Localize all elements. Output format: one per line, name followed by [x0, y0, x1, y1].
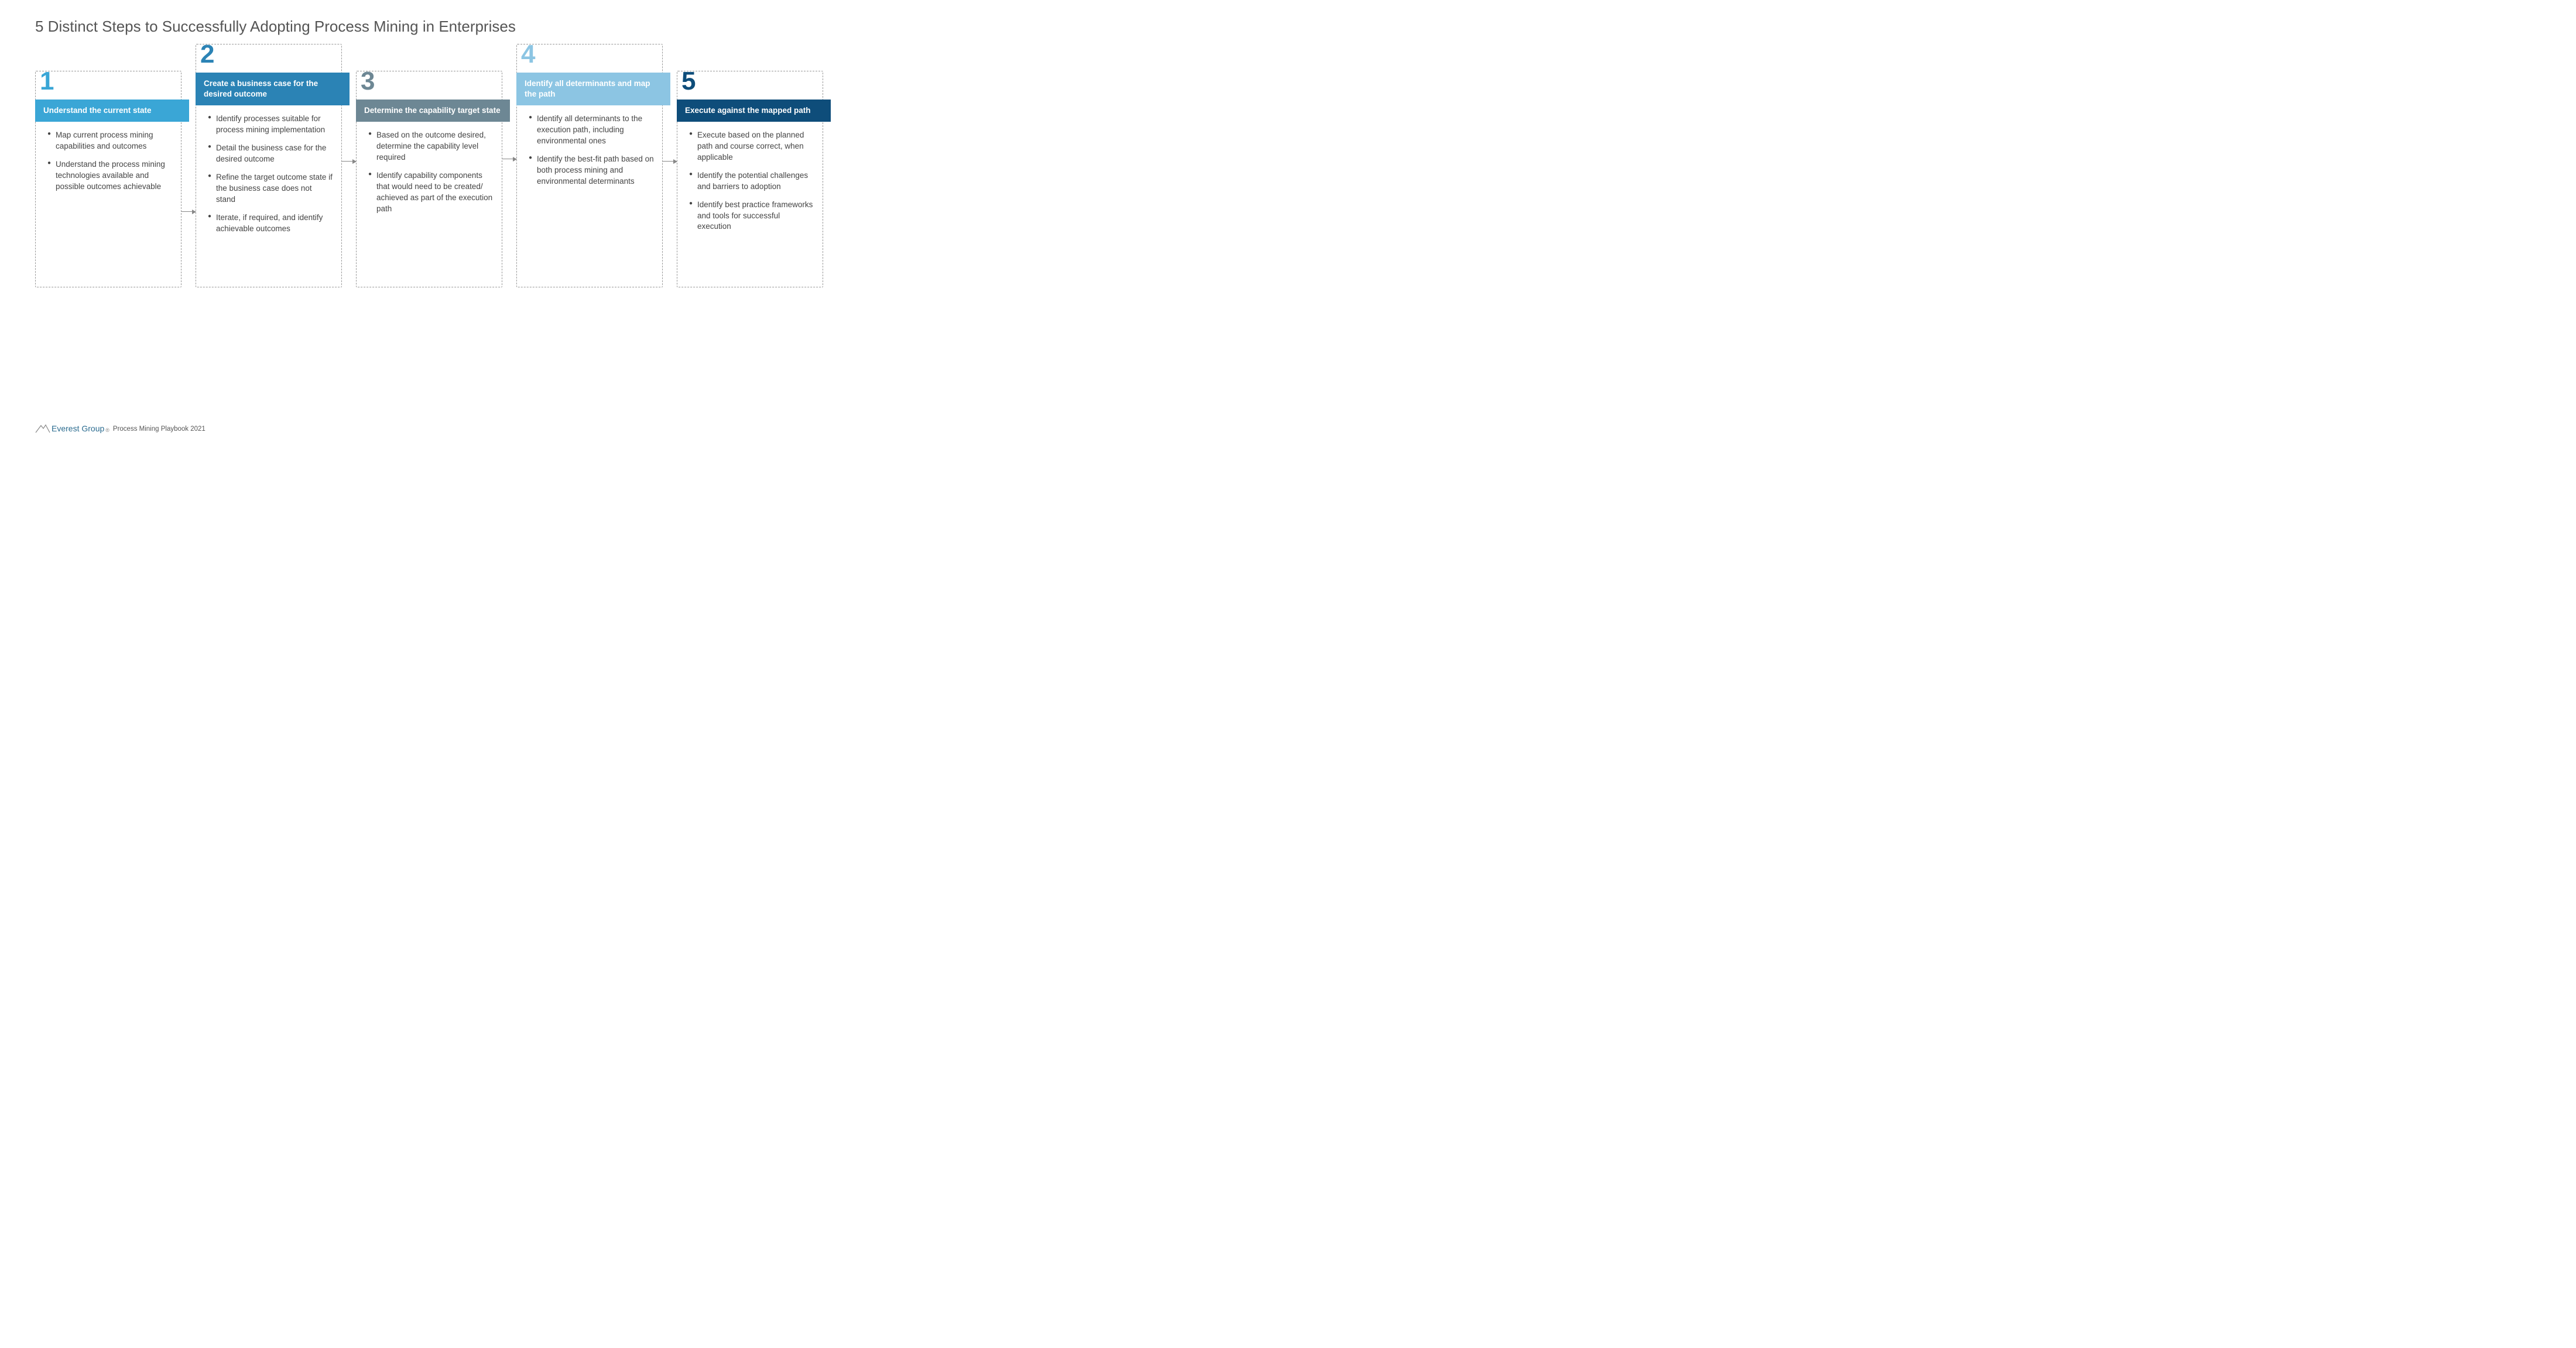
footer: Everest Group® Process Mining Playbook 2… [35, 424, 205, 433]
step-1-header: Understand the current state [35, 100, 189, 122]
step-2-header: Create a business case for the desired o… [196, 73, 350, 105]
step-5-header: Execute against the mapped path [677, 100, 831, 122]
list-item: Identify the potential challenges and ba… [689, 170, 814, 193]
step-2-body: Identify processes suitable for process … [196, 105, 341, 252]
step-3-frame: Determine the capability target state Ba… [356, 71, 502, 287]
steps-flow: 1 Understand the current state Map curre… [35, 71, 824, 287]
step-4-header: Identify all determinants and map the pa… [516, 73, 670, 105]
list-item: Identify the best-fit path based on both… [529, 154, 654, 187]
step-4-body: Identify all determinants to the executi… [517, 105, 662, 204]
logo-mark-icon [35, 424, 50, 433]
list-item: Iterate, if required, and identify achie… [208, 212, 333, 235]
step-4: 4 Identify all determinants and map the … [516, 44, 663, 287]
step-1: 1 Understand the current state Map curre… [35, 71, 181, 287]
footer-source: Process Mining Playbook 2021 [113, 426, 205, 433]
step-5-frame: Execute against the mapped path Execute … [677, 71, 823, 287]
step-5: 5 Execute against the mapped path Execut… [677, 71, 823, 287]
step-2-frame: Create a business case for the desired o… [196, 44, 342, 287]
list-item: Map current process mining capabilities … [47, 130, 173, 152]
step-3-bullets: Based on the outcome desired, determine … [368, 130, 494, 214]
list-item: Detail the business case for the desired… [208, 143, 333, 165]
step-3: 3 Determine the capability target state … [356, 71, 502, 287]
connector-arrow [342, 161, 356, 162]
step-5-bullets: Execute based on the planned path and co… [689, 130, 814, 232]
step-1-frame: Understand the current state Map current… [35, 71, 181, 287]
list-item: Identify capability components that woul… [368, 170, 494, 215]
step-1-bullets: Map current process mining capabilities … [47, 130, 173, 192]
step-4-bullets: Identify all determinants to the executi… [529, 114, 654, 187]
step-5-body: Execute based on the planned path and co… [677, 122, 823, 250]
list-item: Based on the outcome desired, determine … [368, 130, 494, 163]
step-1-body: Map current process mining capabilities … [36, 122, 181, 210]
step-2: 2 Create a business case for the desired… [196, 44, 342, 287]
step-3-header: Determine the capability target state [356, 100, 510, 122]
list-item: Identify processes suitable for process … [208, 114, 333, 136]
registered-icon: ® [105, 427, 109, 433]
connector-arrow [181, 211, 196, 212]
list-item: Understand the process mining technologi… [47, 159, 173, 193]
page-title: 5 Distinct Steps to Successfully Adoptin… [35, 18, 824, 36]
list-item: Identify all determinants to the executi… [529, 114, 654, 147]
list-item: Refine the target outcome state if the b… [208, 172, 333, 205]
logo-text: Everest Group [52, 424, 104, 433]
connector-arrow [663, 161, 677, 162]
step-3-body: Based on the outcome desired, determine … [357, 122, 502, 232]
step-4-frame: Identify all determinants and map the pa… [516, 44, 663, 287]
list-item: Identify best practice frameworks and to… [689, 200, 814, 233]
logo: Everest Group® [35, 424, 109, 433]
step-2-bullets: Identify processes suitable for process … [208, 114, 333, 234]
list-item: Execute based on the planned path and co… [689, 130, 814, 163]
